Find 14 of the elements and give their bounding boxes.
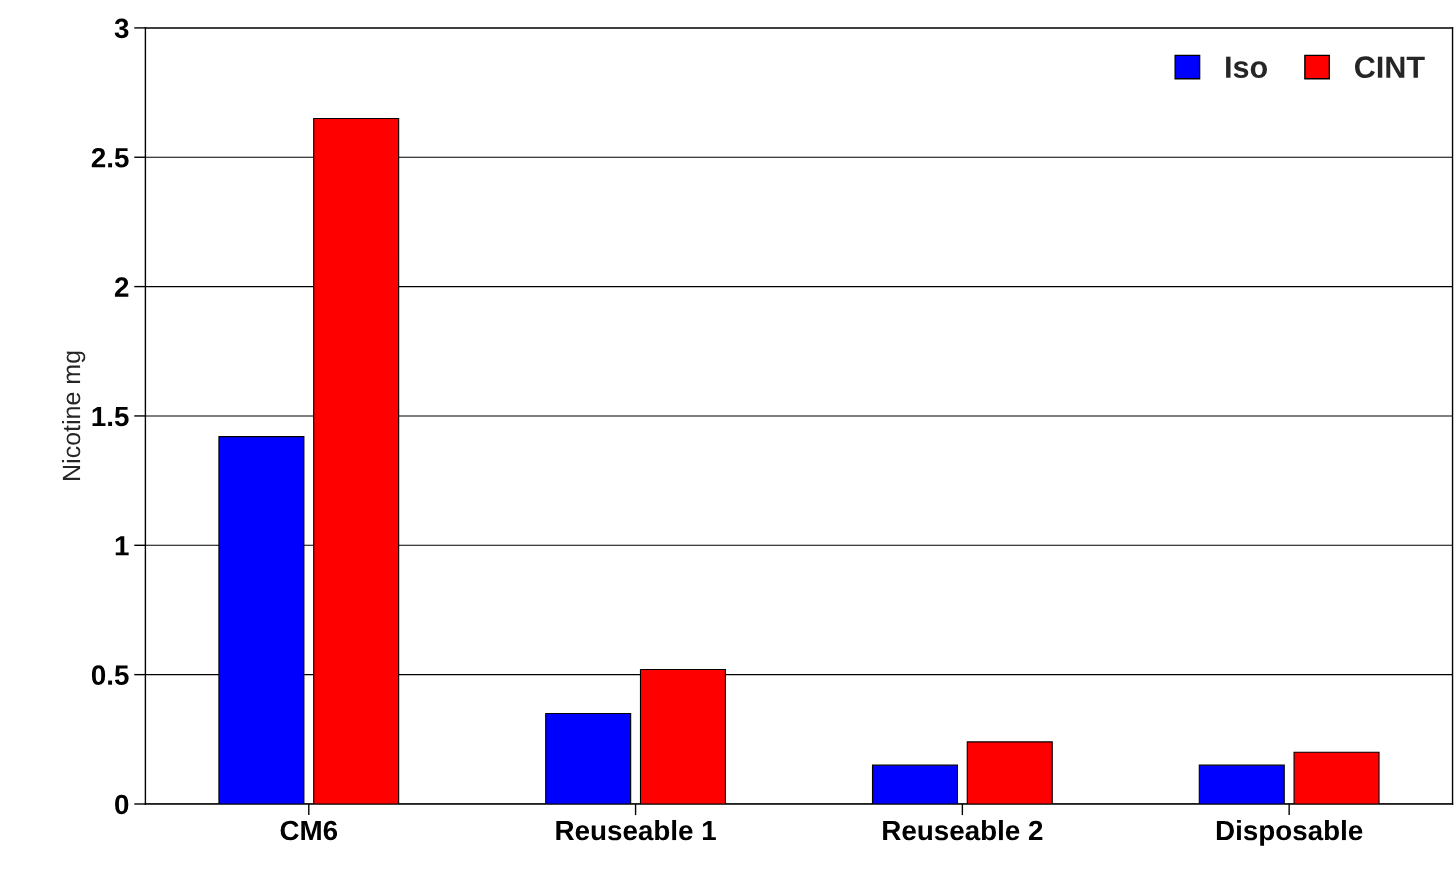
legend-label: CINT [1355,56,1425,79]
x-tick-label: CM6 [280,820,338,841]
y-tick-label: 2 [114,277,129,297]
y-tick-label: 0.5 [91,665,129,685]
x-tick-label: Disposable [1216,819,1363,846]
y-tick-label: 2.5 [91,147,129,168]
x-tick-label: Reuseable 1 [556,819,716,841]
legend-label: Iso [1226,56,1268,79]
y-tick-label: 3 [114,18,129,39]
y-axis-title: Nicotine mg [61,351,86,480]
y-tick-label: 1 [115,536,129,556]
y-tick-label: 0 [115,794,129,815]
x-tick-label: Reuseable 2 [883,819,1043,841]
y-tick-label: 1.5 [92,406,129,427]
